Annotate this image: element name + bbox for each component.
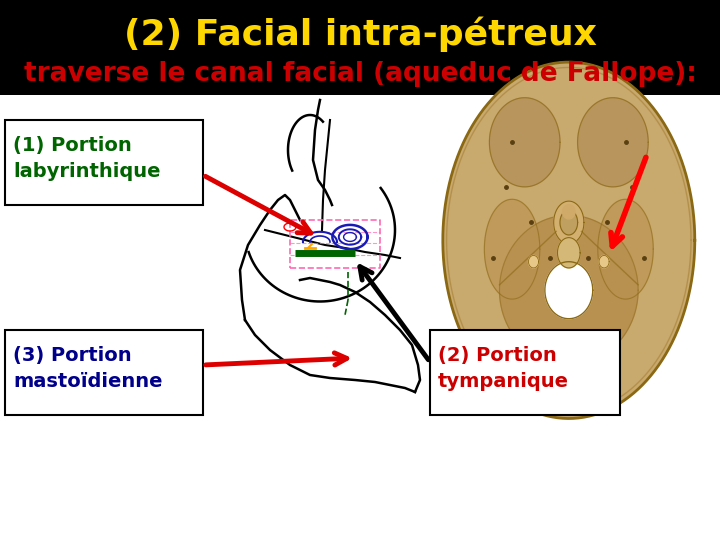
- Bar: [0, 0, 720, 94]
- Text: (2) Facial intra-pétreux: (2) Facial intra-pétreux: [124, 16, 596, 52]
- Polygon shape: [560, 210, 577, 235]
- Polygon shape: [598, 199, 653, 299]
- Text: (1) Portion
labyrinthique: (1) Portion labyrinthique: [13, 136, 161, 181]
- Text: (2) Portion
tympanique: (2) Portion tympanique: [438, 346, 569, 391]
- Polygon shape: [599, 255, 609, 268]
- Bar: [5, 120, 203, 205]
- Text: (3) Portion
mastoïdienne: (3) Portion mastoïdienne: [13, 346, 163, 391]
- Polygon shape: [500, 215, 638, 365]
- Polygon shape: [443, 62, 695, 419]
- Polygon shape: [557, 238, 580, 268]
- Bar: [0, 94, 720, 540]
- Text: traverse le canal facial (aqueduc de Fallope):: traverse le canal facial (aqueduc de Fal…: [24, 60, 696, 87]
- Polygon shape: [562, 205, 575, 219]
- Polygon shape: [485, 199, 540, 299]
- Polygon shape: [554, 201, 584, 244]
- Polygon shape: [528, 255, 539, 268]
- Polygon shape: [577, 98, 648, 187]
- Bar: [5, 330, 203, 415]
- Polygon shape: [490, 98, 560, 187]
- Bar: [430, 330, 620, 415]
- Polygon shape: [545, 262, 593, 319]
